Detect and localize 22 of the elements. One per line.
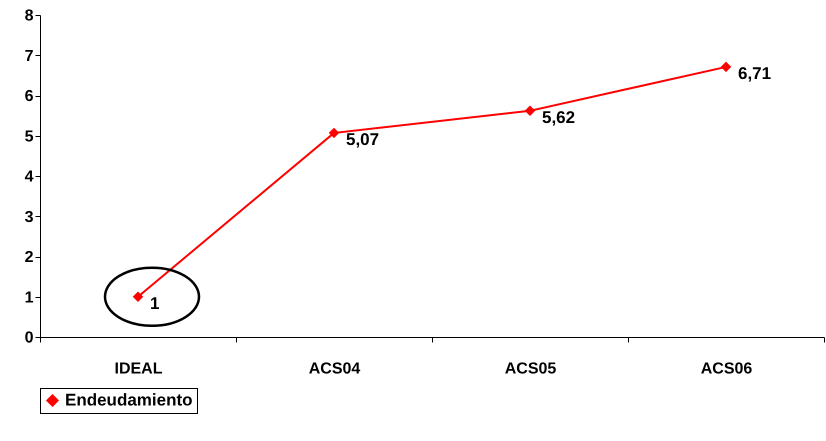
point xyxy=(720,62,732,72)
x-tick-label: ACS04 xyxy=(308,360,360,378)
x-tick-label: IDEAL xyxy=(114,360,163,378)
y-tick-label: 2 xyxy=(24,249,34,266)
y-tick-label: 1 xyxy=(24,289,34,306)
y-tick-label: 0 xyxy=(24,330,34,346)
text: 5,62 xyxy=(542,108,576,127)
x-tick-label: ACS06 xyxy=(700,360,752,378)
text: 1 xyxy=(150,294,160,313)
text: 6,71 xyxy=(738,64,772,83)
y-tick-label: 4 xyxy=(24,168,34,186)
text: 5,07 xyxy=(346,130,380,149)
point xyxy=(132,292,144,302)
y-tick-label: 3 xyxy=(24,208,34,226)
x-tick-label: ACS05 xyxy=(504,360,556,378)
y-tick-label: 5 xyxy=(24,128,34,146)
y-tick-label: 6 xyxy=(24,88,34,105)
legend-label: Endeudamiento xyxy=(65,390,193,410)
y-tick-label: 7 xyxy=(24,48,34,65)
point xyxy=(328,128,340,138)
point xyxy=(524,106,536,116)
y-tick-label: 8 xyxy=(24,8,34,24)
